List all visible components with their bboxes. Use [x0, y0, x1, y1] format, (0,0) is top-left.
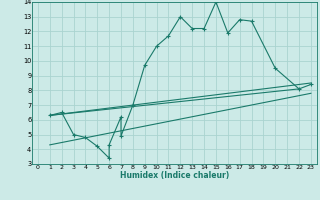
X-axis label: Humidex (Indice chaleur): Humidex (Indice chaleur) [120, 171, 229, 180]
